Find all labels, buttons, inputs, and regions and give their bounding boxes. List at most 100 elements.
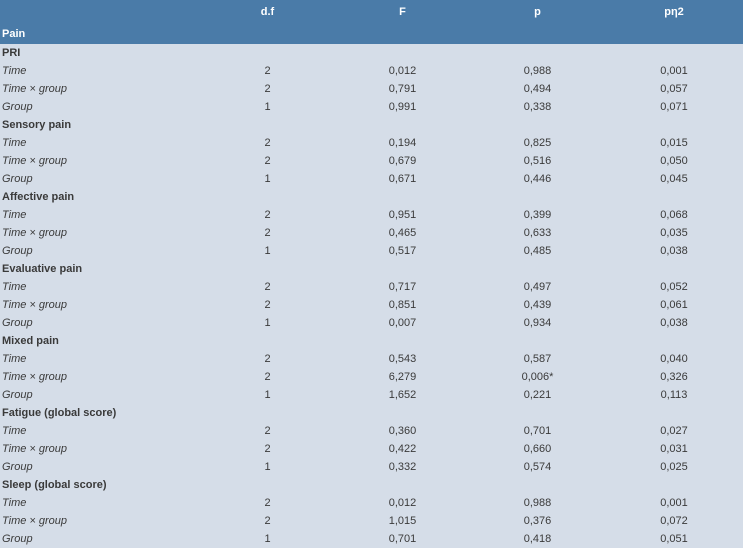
table-row: Group10,9910,3380,071 (0, 98, 743, 116)
row-label: Time × group (0, 512, 200, 530)
cell-p: 0,574 (470, 458, 605, 476)
cell-df: 2 (200, 440, 335, 458)
cell-f: 0,194 (335, 134, 470, 152)
table-row: Time20,5430,5870,040 (0, 350, 743, 368)
row-label: Group (0, 458, 200, 476)
cell-eta: 0,001 (605, 494, 743, 512)
row-label: Group (0, 530, 200, 548)
cell-p: 0,633 (470, 224, 605, 242)
cell-f: 0,671 (335, 170, 470, 188)
cell-eta: 0,040 (605, 350, 743, 368)
section-title-row: Affective pain (0, 188, 743, 206)
cell-p: 0,376 (470, 512, 605, 530)
cell-eta: 0,068 (605, 206, 743, 224)
cell-df: 1 (200, 170, 335, 188)
cell-f: 0,332 (335, 458, 470, 476)
section-title-row: PRI (0, 44, 743, 62)
cell-df: 1 (200, 530, 335, 548)
row-label: Time × group (0, 440, 200, 458)
cell-p: 0,701 (470, 422, 605, 440)
cell-f: 1,015 (335, 512, 470, 530)
cell-p: 0,516 (470, 152, 605, 170)
cell-eta: 0,045 (605, 170, 743, 188)
cell-p: 0,418 (470, 530, 605, 548)
cell-eta: 0,052 (605, 278, 743, 296)
cell-p: 0,338 (470, 98, 605, 116)
cell-df: 2 (200, 224, 335, 242)
header-row: d.f F p pη2 (0, 0, 743, 24)
cell-eta: 0,051 (605, 530, 743, 548)
cell-df: 2 (200, 368, 335, 386)
row-label: Time × group (0, 296, 200, 314)
statistical-table: d.f F p pη2 Pain PRITime20,0120,9880,001… (0, 0, 743, 548)
cell-f: 0,991 (335, 98, 470, 116)
table-row: Time20,3600,7010,027 (0, 422, 743, 440)
cell-eta: 0,038 (605, 242, 743, 260)
cell-eta: 0,015 (605, 134, 743, 152)
row-label: Time (0, 206, 200, 224)
cell-f: 1,652 (335, 386, 470, 404)
cell-df: 2 (200, 206, 335, 224)
cell-p: 0,439 (470, 296, 605, 314)
header-eta: pη2 (605, 0, 743, 24)
section-title-row: Sleep (global score) (0, 476, 743, 494)
cell-f: 0,422 (335, 440, 470, 458)
cell-p: 0,485 (470, 242, 605, 260)
cell-f: 0,791 (335, 80, 470, 98)
table-row: Group10,7010,4180,051 (0, 530, 743, 548)
cell-p: 0,988 (470, 62, 605, 80)
row-label: Time (0, 422, 200, 440)
cell-p: 0,399 (470, 206, 605, 224)
cell-eta: 0,326 (605, 368, 743, 386)
cell-df: 2 (200, 62, 335, 80)
cell-eta: 0,057 (605, 80, 743, 98)
section-title: Sensory pain (0, 116, 200, 134)
cell-f: 0,543 (335, 350, 470, 368)
section-title-row: Mixed pain (0, 332, 743, 350)
cell-eta: 0,071 (605, 98, 743, 116)
section-title-row: Evaluative pain (0, 260, 743, 278)
cell-df: 2 (200, 350, 335, 368)
cell-df: 2 (200, 134, 335, 152)
cell-p: 0,934 (470, 314, 605, 332)
cell-df: 2 (200, 512, 335, 530)
table-row: Time20,7170,4970,052 (0, 278, 743, 296)
cell-f: 0,701 (335, 530, 470, 548)
cell-eta: 0,001 (605, 62, 743, 80)
table-row: Time × group20,6790,5160,050 (0, 152, 743, 170)
cell-eta: 0,027 (605, 422, 743, 440)
section-title: Evaluative pain (0, 260, 200, 278)
table-row: Time20,9510,3990,068 (0, 206, 743, 224)
table-row: Time × group20,7910,4940,057 (0, 80, 743, 98)
cell-p: 0,446 (470, 170, 605, 188)
cell-df: 1 (200, 458, 335, 476)
cell-eta: 0,061 (605, 296, 743, 314)
section-title-row: Fatigue (global score) (0, 404, 743, 422)
row-label: Time × group (0, 224, 200, 242)
cell-df: 2 (200, 494, 335, 512)
cell-p: 0,006* (470, 368, 605, 386)
row-label: Time × group (0, 80, 200, 98)
cell-p: 0,494 (470, 80, 605, 98)
cell-f: 6,279 (335, 368, 470, 386)
section-title: PRI (0, 44, 200, 62)
row-label: Time (0, 278, 200, 296)
cell-f: 0,007 (335, 314, 470, 332)
row-label: Group (0, 98, 200, 116)
row-label: Time × group (0, 368, 200, 386)
cell-f: 0,679 (335, 152, 470, 170)
cell-f: 0,717 (335, 278, 470, 296)
cell-eta: 0,025 (605, 458, 743, 476)
cell-df: 1 (200, 386, 335, 404)
cell-p: 0,988 (470, 494, 605, 512)
cell-eta: 0,113 (605, 386, 743, 404)
cell-p: 0,660 (470, 440, 605, 458)
table-row: Time × group21,0150,3760,072 (0, 512, 743, 530)
sections-container: PRITime20,0120,9880,001Time × group20,79… (0, 44, 743, 548)
cell-df: 2 (200, 152, 335, 170)
cell-f: 0,012 (335, 62, 470, 80)
cell-f: 0,360 (335, 422, 470, 440)
cell-eta: 0,035 (605, 224, 743, 242)
cell-eta: 0,031 (605, 440, 743, 458)
table-row: Time × group20,4650,6330,035 (0, 224, 743, 242)
